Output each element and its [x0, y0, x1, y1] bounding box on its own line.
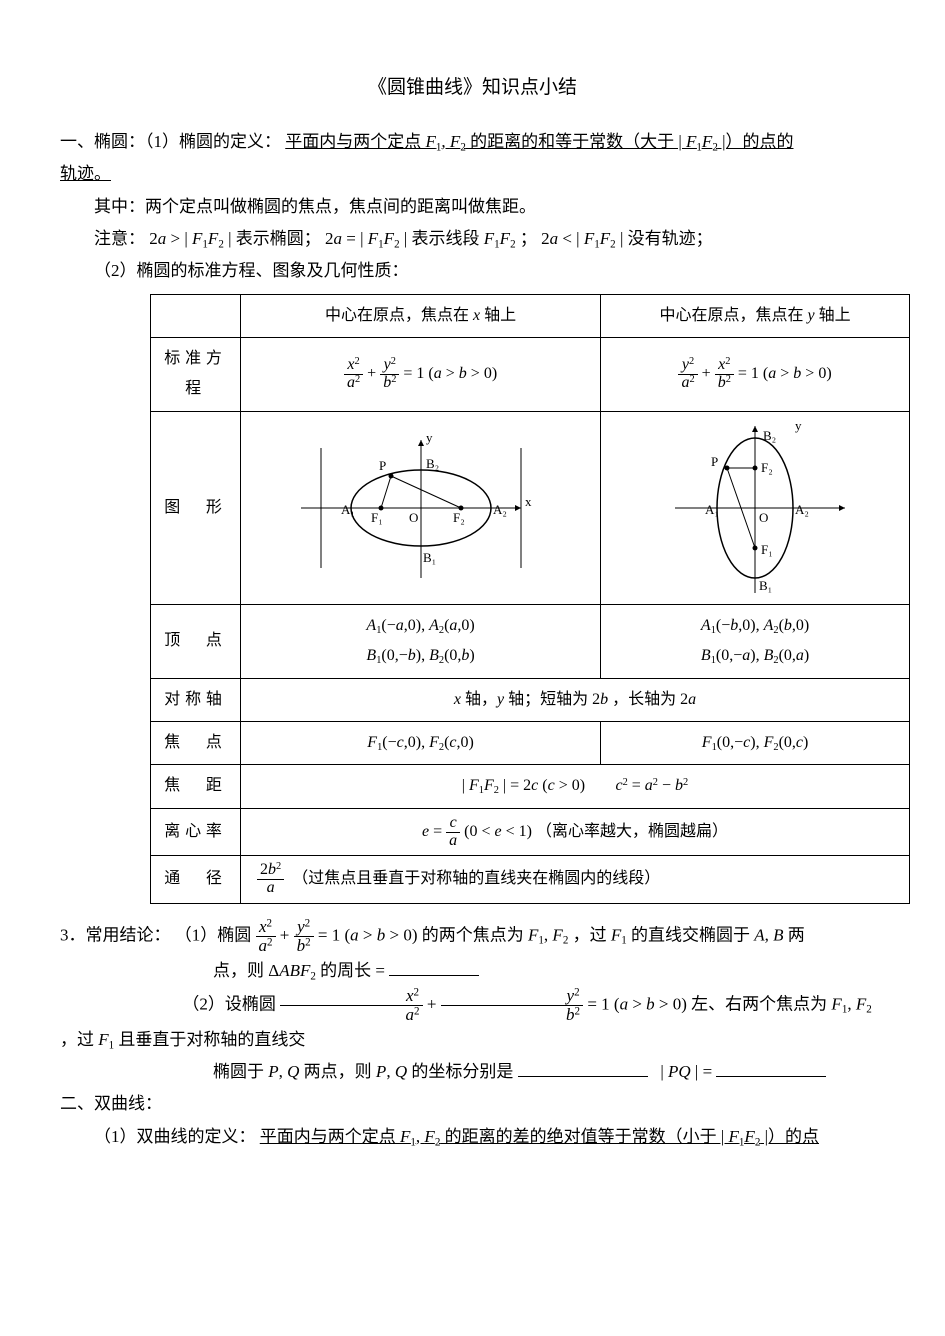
row-latus-label: 通 径 [151, 856, 241, 904]
section1-def-underline: 平面内与两个定点 F1, F2 的距离的和等于常数（大于 | F1F2 |）的点… [285, 132, 793, 151]
latus-note: （过焦点且垂直于对称轴的直线夹在椭圆内的线段） [292, 870, 660, 887]
section2-def: （1）双曲线的定义： 平面内与两个定点 F1, F2 的距离的差的绝对值等于常数… [94, 1121, 885, 1153]
row-eq-label: 标准方程 [151, 337, 241, 411]
row-vertex-label: 顶 点 [151, 604, 241, 678]
row-ecc-label: 离心率 [151, 808, 241, 856]
focus-x: F1(−c,0), F2(c,0) [241, 721, 601, 764]
head-blank [151, 294, 241, 337]
concl-head: 3．常用结论： [60, 925, 171, 944]
row-standard-eq: 标准方程 x2a2 + y2b2 = 1 (a > b > 0) y2a2 + … [151, 337, 910, 411]
ecc-text: e = ca (0 < e < 1) （离心率越大，椭圆越扁） [241, 808, 910, 856]
row-latus: 通 径 2b2a （过焦点且垂直于对称轴的直线夹在椭圆内的线段） [151, 856, 910, 904]
row-focus: 焦 点 F1(−c,0), F2(c,0) F1(0,−c), F2(0,c) [151, 721, 910, 764]
section1-def: 一、椭圆：（1）椭圆的定义： 平面内与两个定点 F1, F2 的距离的和等于常数… [60, 126, 885, 158]
row-axis-label: 对称轴 [151, 678, 241, 721]
fig-y: y A₁ A₂ B₁ B₂ F₂ F₁ O P [601, 411, 910, 604]
section1-sub2: （2）椭圆的标准方程、图象及几何性质： [94, 255, 885, 287]
row-eccentricity: 离心率 e = ca (0 < e < 1) （离心率越大，椭圆越扁） [151, 808, 910, 856]
row-focdist-label: 焦 距 [151, 765, 241, 808]
table-head-row: 中心在原点，焦点在 x 轴上 中心在原点，焦点在 y 轴上 [151, 294, 910, 337]
ellipse-x-svg: x y A₁ A₂ B₁ B₂ F₁ F₂ O P [291, 428, 551, 588]
section1-note1: 其中：两个定点叫做椭圆的焦点，焦点间的距离叫做焦距。 [60, 191, 885, 223]
col2-head: 中心在原点，焦点在 y 轴上 [601, 294, 910, 337]
fig-x: x y A₁ A₂ B₁ B₂ F₁ F₂ O P [241, 411, 601, 604]
focus-y: F1(0,−c), F2(0,c) [601, 721, 910, 764]
vertex-y: A1(−b,0), A2(b,0) B1(0,−a), B2(0,a) [601, 604, 910, 678]
ellipse-table: 中心在原点，焦点在 x 轴上 中心在原点，焦点在 y 轴上 标准方程 x2a2 … [150, 294, 910, 905]
section2-head: 二、双曲线： [60, 1088, 885, 1120]
concl-line1: 3．常用结论： （1）椭圆 x2a2 + y2b2 = 1 (a > b > 0… [60, 918, 885, 955]
focdist-text: | F1F2 | = 2c (c > 0) c2 = a2 − b2 [241, 765, 910, 808]
concl1-line2: 点，则 ΔABF2 的周长 = [60, 955, 885, 987]
section2-def-pre: （1）双曲线的定义： [94, 1127, 256, 1146]
concl2-a: （2）设椭圆 [182, 994, 280, 1013]
svg-text:y A₁ A₂: y A₁ A₂ B₁ B₂ F₂ F₁ O P [705, 418, 812, 593]
section1-intro: 一、椭圆：（1）椭圆的定义： [60, 132, 281, 151]
row-axis: 对称轴 x 轴，y 轴；短轴为 2b ，长轴为 2a [151, 678, 910, 721]
section1-def-tail: 轨迹。 [60, 158, 885, 190]
axis-text: x 轴，y 轴；短轴为 2b ，长轴为 2a [241, 678, 910, 721]
eq-x: x2a2 + y2b2 = 1 (a > b > 0) [241, 337, 601, 411]
eq-y: y2a2 + x2b2 = 1 (a > b > 0) [601, 337, 910, 411]
concl2-line1: （2）设椭圆 x2a2 + y2b2 = 1 (a > b > 0) 左、右两个… [60, 987, 885, 1056]
section1-note2: 注意： 2a > | F1F2 | 表示椭圆； 2a = | F1F2 | 表示… [60, 223, 885, 255]
vertex-x: A1(−a,0), A2(a,0) B1(0,−b), B2(0,b) [241, 604, 601, 678]
row-figure: 图 形 x [151, 411, 910, 604]
row-focal-dist: 焦 距 | F1F2 | = 2c (c > 0) c2 = a2 − b2 [151, 765, 910, 808]
concl2-line2: 椭圆于 P, Q 两点，则 P, Q 的坐标分别是 | PQ | = [60, 1056, 885, 1088]
row-vertex: 顶 点 A1(−a,0), A2(a,0) B1(0,−b), B2(0,b) … [151, 604, 910, 678]
ellipse-y-svg: y A₁ A₂ B₁ B₂ F₂ F₁ O P [645, 418, 865, 598]
doc-title: 《圆锥曲线》知识点小结 [60, 70, 885, 106]
latus-text: 2b2a （过焦点且垂直于对称轴的直线夹在椭圆内的线段） [241, 856, 910, 904]
note2-pre: 注意： [94, 229, 145, 248]
concl1-a: （1）椭圆 [175, 925, 256, 944]
def-tail-text: 轨迹。 [60, 164, 111, 183]
ecc-note: （离心率越大，椭圆越扁） [536, 823, 728, 840]
row-fig-label: 图 形 [151, 411, 241, 604]
section2-def-under: 平面内与两个定点 F1, F2 的距离的差的绝对值等于常数（小于 | F1F2 … [260, 1127, 819, 1146]
col1-head: 中心在原点，焦点在 x 轴上 [241, 294, 601, 337]
row-focus-label: 焦 点 [151, 721, 241, 764]
